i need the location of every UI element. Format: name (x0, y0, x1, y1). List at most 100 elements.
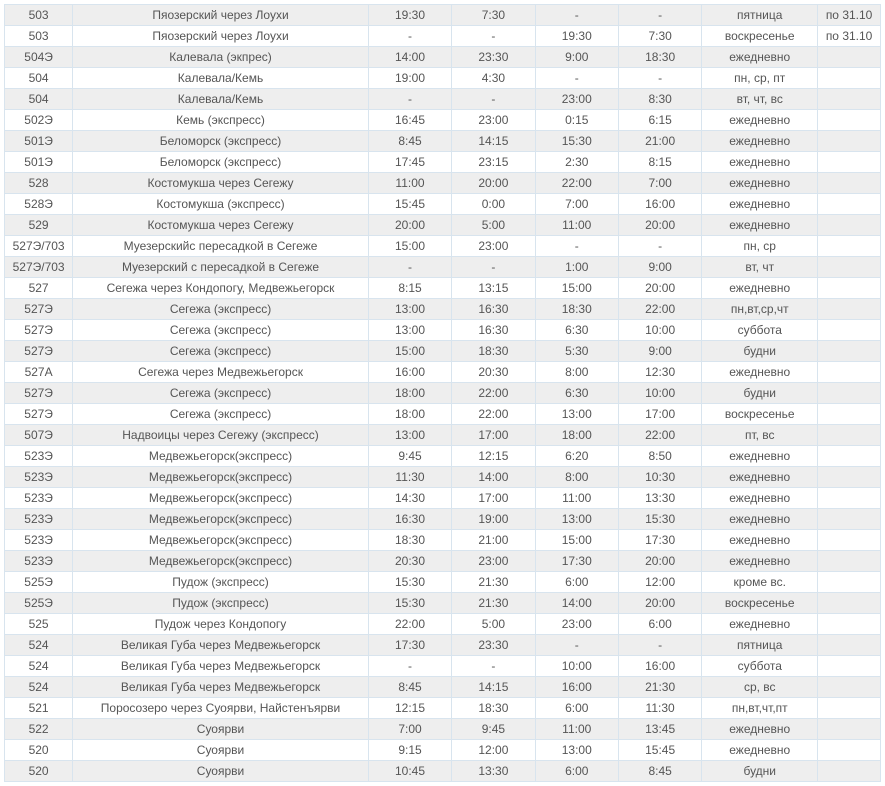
cell-col3: 9:45 (452, 719, 535, 740)
cell-col7: по 31.10 (818, 5, 881, 26)
cell-col0: 527Э/703 (5, 236, 73, 257)
table-row: 528Костомукша через Сегежу11:0020:0022:0… (5, 173, 881, 194)
cell-col6: ежедневно (702, 47, 818, 68)
cell-col6: пн, ср (702, 236, 818, 257)
cell-col4: 10:00 (535, 656, 618, 677)
cell-col5: 8:50 (618, 446, 701, 467)
cell-col0: 523Э (5, 488, 73, 509)
table-row: 523ЭМедвежьегорск(экспресс)9:4512:156:20… (5, 446, 881, 467)
cell-col3: 20:00 (452, 173, 535, 194)
cell-col5: 15:45 (618, 740, 701, 761)
cell-col6: ежедневно (702, 467, 818, 488)
cell-col1: Пяозерский через Лоухи (73, 26, 369, 47)
cell-col4: 23:00 (535, 614, 618, 635)
cell-col1: Суоярви (73, 719, 369, 740)
cell-col7 (818, 446, 881, 467)
cell-col0: 503 (5, 26, 73, 47)
cell-col0: 524 (5, 677, 73, 698)
cell-col5: - (618, 635, 701, 656)
cell-col6: будни (702, 761, 818, 782)
cell-col0: 528 (5, 173, 73, 194)
cell-col1: Пяозерский через Лоухи (73, 5, 369, 26)
cell-col3: 16:30 (452, 299, 535, 320)
cell-col4: 18:00 (535, 425, 618, 446)
cell-col5: 11:30 (618, 698, 701, 719)
cell-col3: 23:30 (452, 635, 535, 656)
cell-col2: 13:00 (368, 425, 451, 446)
cell-col1: Калевала/Кемь (73, 68, 369, 89)
cell-col3: 17:00 (452, 425, 535, 446)
table-row: 527ЭСегежа (экспресс)13:0016:3018:3022:0… (5, 299, 881, 320)
cell-col0: 527Э (5, 404, 73, 425)
cell-col5: - (618, 236, 701, 257)
cell-col1: Сегежа через Медвежьегорск (73, 362, 369, 383)
cell-col6: будни (702, 341, 818, 362)
cell-col2: 9:45 (368, 446, 451, 467)
cell-col5: 8:45 (618, 761, 701, 782)
cell-col1: Медвежьегорск(экспресс) (73, 551, 369, 572)
cell-col0: 527Э/703 (5, 257, 73, 278)
cell-col3: 17:00 (452, 488, 535, 509)
table-row: 504Калевала/Кемь19:004:30--пн, ср, пт (5, 68, 881, 89)
cell-col5: 12:00 (618, 572, 701, 593)
cell-col6: ежедневно (702, 509, 818, 530)
cell-col6: ежедневно (702, 362, 818, 383)
cell-col6: ежедневно (702, 530, 818, 551)
cell-col4: - (535, 635, 618, 656)
cell-col3: 22:00 (452, 383, 535, 404)
cell-col1: Сегежа (экспресс) (73, 383, 369, 404)
cell-col2: 18:00 (368, 383, 451, 404)
cell-col2: 17:30 (368, 635, 451, 656)
cell-col6: пт, вс (702, 425, 818, 446)
cell-col1: Великая Губа через Медвежьегорск (73, 656, 369, 677)
cell-col2: 18:30 (368, 530, 451, 551)
table-row: 527Сегежа через Кондопогу, Медвежьегорск… (5, 278, 881, 299)
cell-col1: Пудож (экспресс) (73, 593, 369, 614)
cell-col1: Пудож через Кондопогу (73, 614, 369, 635)
cell-col6: пятница (702, 635, 818, 656)
cell-col5: 13:30 (618, 488, 701, 509)
table-row: 503Пяозерский через Лоухи19:307:30--пятн… (5, 5, 881, 26)
cell-col2: 8:45 (368, 677, 451, 698)
cell-col2: 9:15 (368, 740, 451, 761)
cell-col5: 20:00 (618, 278, 701, 299)
cell-col5: 7:00 (618, 173, 701, 194)
cell-col4: 2:30 (535, 152, 618, 173)
cell-col4: 15:00 (535, 278, 618, 299)
cell-col2: 19:30 (368, 5, 451, 26)
cell-col7 (818, 761, 881, 782)
cell-col2: 8:15 (368, 278, 451, 299)
cell-col5: 9:00 (618, 257, 701, 278)
cell-col1: Надвоицы через Сегежу (экспресс) (73, 425, 369, 446)
cell-col5: 8:15 (618, 152, 701, 173)
cell-col1: Костомукша (экспресс) (73, 194, 369, 215)
cell-col0: 525Э (5, 593, 73, 614)
cell-col0: 520 (5, 740, 73, 761)
cell-col1: Медвежьегорск(экспресс) (73, 530, 369, 551)
cell-col2: 16:30 (368, 509, 451, 530)
cell-col2: 12:15 (368, 698, 451, 719)
cell-col3: 5:00 (452, 215, 535, 236)
cell-col7 (818, 362, 881, 383)
cell-col6: ежедневно (702, 614, 818, 635)
cell-col7 (818, 89, 881, 110)
table-row: 504ЭКалевала (экпрес)14:0023:309:0018:30… (5, 47, 881, 68)
cell-col0: 527 (5, 278, 73, 299)
cell-col6: ср, вс (702, 677, 818, 698)
cell-col2: 14:30 (368, 488, 451, 509)
cell-col7 (818, 677, 881, 698)
cell-col6: ежедневно (702, 152, 818, 173)
cell-col6: ежедневно (702, 173, 818, 194)
cell-col6: ежедневно (702, 110, 818, 131)
cell-col1: Костомукша через Сегежу (73, 215, 369, 236)
cell-col6: пн,вт,чт,пт (702, 698, 818, 719)
cell-col0: 504 (5, 68, 73, 89)
cell-col5: 21:00 (618, 131, 701, 152)
cell-col4: 6:30 (535, 320, 618, 341)
cell-col1: Беломорск (экспресс) (73, 131, 369, 152)
cell-col7 (818, 152, 881, 173)
cell-col1: Сегежа (экспресс) (73, 341, 369, 362)
cell-col1: Беломорск (экспресс) (73, 152, 369, 173)
cell-col1: Сегежа (экспресс) (73, 299, 369, 320)
cell-col7 (818, 551, 881, 572)
